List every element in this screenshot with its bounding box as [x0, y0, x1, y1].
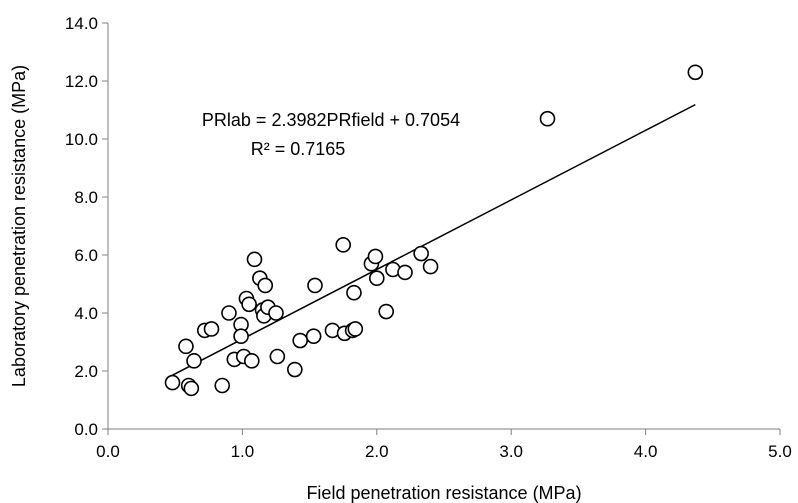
x-tick-label: 5.0: [768, 442, 792, 461]
y-axis-ticks: 0.0 2.0 4.0 6.0 8.0 10.0 12.0 14.0: [65, 14, 108, 439]
r-squared-label: R² = 0.7165: [251, 139, 346, 159]
data-point: [257, 277, 274, 294]
data-point: [164, 374, 181, 391]
data-point: [287, 361, 303, 378]
x-tick-label: 0.0: [96, 442, 120, 461]
data-point: [539, 110, 556, 127]
y-tick-label: 0.0: [74, 420, 98, 439]
data-point: [246, 251, 263, 268]
data-point: [367, 248, 384, 265]
data-points: [164, 64, 704, 397]
y-tick-label: 6.0: [74, 246, 98, 265]
data-point: [368, 270, 385, 287]
data-point: [178, 338, 194, 355]
y-tick-label: 4.0: [74, 304, 98, 323]
data-point: [186, 353, 202, 369]
y-tick-label: 10.0: [65, 130, 98, 149]
x-tick-label: 2.0: [365, 442, 389, 461]
data-point: [183, 380, 200, 397]
x-tick-label: 1.0: [231, 442, 255, 461]
data-point: [214, 377, 231, 394]
data-point: [422, 258, 439, 275]
data-point: [269, 348, 286, 365]
data-point: [378, 303, 395, 320]
x-axis-title: Field penetration resistance (MPa): [306, 483, 581, 503]
y-tick-label: 12.0: [65, 72, 98, 91]
data-point: [346, 284, 362, 301]
data-point: [203, 321, 220, 337]
data-point: [221, 305, 237, 321]
y-tick-label: 14.0: [65, 14, 98, 33]
data-point: [687, 64, 704, 81]
data-point: [335, 237, 352, 253]
trendline-equation: PRlab = 2.3982PRfield + 0.7054: [202, 110, 460, 130]
data-point: [347, 321, 364, 337]
x-tick-label: 4.0: [634, 442, 658, 461]
y-axis-title: Laboratory penetration resistance (MPa): [9, 65, 29, 387]
trendline: [172, 103, 696, 376]
data-point: [268, 305, 284, 321]
data-point: [305, 328, 322, 345]
data-point: [413, 245, 429, 262]
y-tick-label: 8.0: [74, 188, 98, 207]
x-tick-label: 3.0: [499, 442, 523, 461]
data-point: [292, 332, 308, 349]
y-tick-label: 2.0: [74, 362, 98, 381]
x-axis-ticks: 0.0 1.0 2.0 3.0 4.0 5.0: [96, 429, 792, 461]
data-point: [244, 353, 260, 369]
data-point: [307, 277, 323, 294]
data-point: [233, 328, 249, 345]
data-point: [241, 296, 257, 313]
data-point: [397, 264, 413, 281]
